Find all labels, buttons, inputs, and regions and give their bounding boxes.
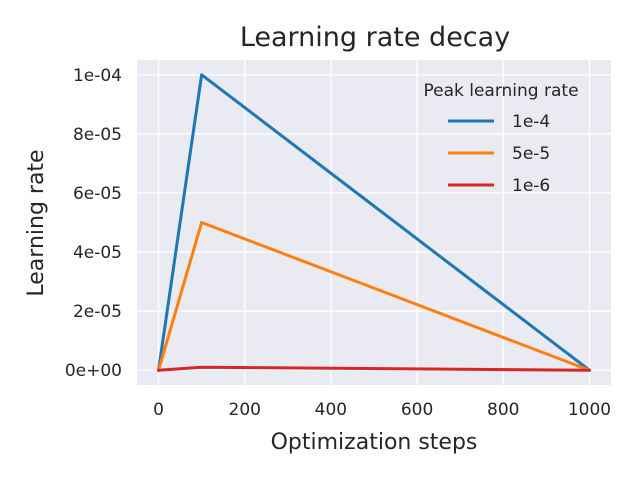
series-line-1e-4 — [157, 73, 591, 372]
series-line-1e-6 — [157, 365, 591, 372]
x-axis-label: Optimization steps — [271, 430, 478, 455]
x-tick-label: 1000 — [568, 400, 611, 420]
x-tick-label: 200 — [229, 400, 261, 420]
legend-label: 1e-6 — [512, 176, 550, 196]
y-axis-ticks: 0e+00 2e-05 4e-05 6e-05 8e-05 1e-04 — [65, 66, 122, 381]
y-tick-label: 6e-05 — [73, 184, 122, 204]
x-tick-label: 600 — [401, 400, 433, 420]
y-tick-label: 2e-05 — [73, 302, 122, 322]
y-tick-label: 1e-04 — [73, 66, 122, 86]
chart-title: Learning rate decay — [240, 22, 510, 53]
grid-lines — [137, 60, 611, 385]
legend-label: 5e-5 — [512, 144, 550, 164]
plot-area — [137, 60, 611, 385]
series-lines — [157, 73, 591, 372]
y-tick-label: 8e-05 — [73, 125, 122, 145]
x-tick-label: 800 — [487, 400, 519, 420]
legend: Peak learning rate 1e-4 5e-5 1e-6 — [423, 81, 578, 196]
x-tick-label: 400 — [315, 400, 347, 420]
y-tick-label: 0e+00 — [65, 361, 122, 381]
series-line-5e-5 — [157, 221, 591, 372]
y-tick-label: 4e-05 — [73, 243, 122, 263]
x-axis-ticks: 0 200 400 600 800 1000 — [153, 400, 611, 420]
legend-title: Peak learning rate — [423, 81, 578, 101]
y-axis-label: Learning rate — [24, 149, 49, 296]
legend-label: 1e-4 — [512, 112, 550, 132]
x-tick-label: 0 — [153, 400, 164, 420]
